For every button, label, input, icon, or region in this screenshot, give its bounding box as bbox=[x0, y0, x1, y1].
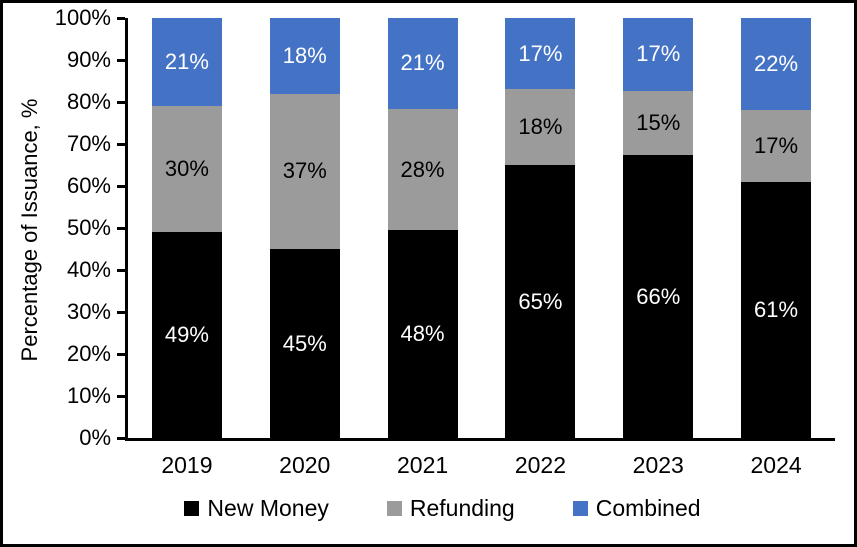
bar-value-label: 37% bbox=[282, 158, 327, 184]
legend-item-new-money: New Money bbox=[184, 495, 329, 522]
bar-value-label: 28% bbox=[400, 156, 445, 182]
x-axis-label-2020: 2020 bbox=[279, 452, 331, 478]
y-axis-tick-label: 40% bbox=[66, 257, 111, 282]
bar-value-label: 48% bbox=[400, 321, 445, 347]
bar-column-2023: 17% 15% 66% bbox=[623, 18, 694, 438]
y-axis-tick-label: 80% bbox=[66, 89, 111, 114]
bar-value-label: 61% bbox=[754, 296, 799, 322]
x-axis-label-2019: 2019 bbox=[161, 452, 213, 478]
bar-segment-new-money: 65% bbox=[505, 165, 576, 438]
bar-segment-combined: 18% bbox=[269, 18, 340, 94]
legend-item-refunding: Refunding bbox=[386, 495, 515, 522]
y-axis-tick-label: 60% bbox=[66, 173, 111, 198]
x-axis-label-2021: 2021 bbox=[396, 452, 449, 478]
bar-segment-refunding: 18% bbox=[505, 89, 576, 165]
bar-segment-new-money: 45% bbox=[269, 249, 340, 438]
bar-value-label: 21% bbox=[164, 49, 209, 75]
bar-value-label: 49% bbox=[164, 322, 209, 348]
legend-swatch-icon bbox=[386, 501, 402, 516]
bar-segment-refunding: 17% bbox=[741, 110, 812, 182]
bar-value-label: 22% bbox=[754, 51, 799, 77]
bar-segment-refunding: 28% bbox=[387, 108, 458, 231]
plot-area bbox=[125, 18, 835, 441]
y-axis-tick-label: 10% bbox=[66, 383, 111, 408]
bar-segment-combined: 21% bbox=[151, 18, 222, 107]
bar-value-label: 18% bbox=[518, 114, 563, 140]
y-axis-tick-label: 30% bbox=[66, 299, 111, 324]
y-axis-tick bbox=[117, 142, 125, 146]
bar-segment-combined: 22% bbox=[741, 18, 812, 111]
legend-label: New Money bbox=[207, 495, 329, 521]
y-axis-tick-label: 90% bbox=[66, 47, 111, 72]
bar-segment-new-money: 48% bbox=[387, 230, 458, 438]
bar-value-label: 17% bbox=[636, 41, 681, 67]
bar-value-label: 17% bbox=[518, 40, 563, 66]
y-axis-tick bbox=[117, 100, 125, 104]
bar-value-label: 30% bbox=[164, 156, 209, 182]
y-axis-tick bbox=[117, 268, 125, 272]
y-axis-tick-label: 70% bbox=[66, 131, 111, 156]
bar-segment-new-money: 49% bbox=[151, 232, 222, 438]
bar-value-label: 66% bbox=[636, 283, 681, 309]
bar-segment-refunding: 37% bbox=[269, 93, 340, 249]
y-axis-tick-label: 100% bbox=[54, 5, 111, 30]
bar-column-2019: 21% 30% 49% bbox=[151, 18, 222, 438]
bar-value-label: 17% bbox=[754, 133, 799, 159]
legend-swatch-icon bbox=[572, 501, 588, 516]
y-axis-tick bbox=[117, 436, 125, 440]
y-axis-tick bbox=[117, 184, 125, 188]
x-axis-label-2022: 2022 bbox=[514, 452, 566, 478]
y-axis-tick bbox=[117, 226, 125, 230]
bar-segment-combined: 17% bbox=[505, 18, 576, 90]
bar-segment-combined: 17% bbox=[623, 18, 694, 91]
bar-value-label: 18% bbox=[282, 42, 327, 68]
y-axis-tick bbox=[117, 352, 125, 356]
bar-segment-refunding: 15% bbox=[623, 90, 694, 156]
y-axis-tick bbox=[117, 58, 125, 62]
y-axis-tick-label: 20% bbox=[66, 341, 111, 366]
legend-swatch-icon bbox=[184, 501, 200, 516]
bar-segment-refunding: 30% bbox=[151, 106, 222, 233]
legend-label: Refunding bbox=[409, 495, 515, 521]
legend-label: Combined bbox=[595, 495, 701, 521]
bar-value-label: 65% bbox=[518, 288, 563, 314]
legend: New Money Refunding Combined bbox=[3, 495, 854, 522]
bar-segment-new-money: 61% bbox=[741, 181, 812, 438]
y-axis-tick bbox=[117, 310, 125, 314]
bar-column-2021: 21% 28% 48% bbox=[387, 18, 458, 438]
bar-column-2020: 18% 37% 45% bbox=[269, 18, 340, 438]
bar-value-label: 21% bbox=[400, 50, 445, 76]
bar-column-2022: 17% 18% 65% bbox=[505, 18, 576, 438]
y-axis-title: Percentage of Issuance, % bbox=[17, 98, 42, 362]
x-axis-label-2023: 2023 bbox=[632, 452, 684, 478]
y-axis-tick bbox=[117, 394, 125, 398]
legend-item-combined: Combined bbox=[572, 495, 701, 522]
bar-value-label: 15% bbox=[636, 110, 681, 136]
y-axis-tick bbox=[117, 16, 125, 20]
bar-segment-new-money: 66% bbox=[623, 155, 694, 438]
y-axis-tick-label: 0% bbox=[79, 425, 111, 450]
bar-segment-combined: 21% bbox=[387, 18, 458, 109]
x-axis-label-2024: 2024 bbox=[750, 452, 802, 478]
bar-column-2024: 22% 17% 61% bbox=[741, 18, 812, 438]
y-axis-tick-label: 50% bbox=[66, 215, 111, 240]
bar-value-label: 45% bbox=[282, 330, 327, 356]
